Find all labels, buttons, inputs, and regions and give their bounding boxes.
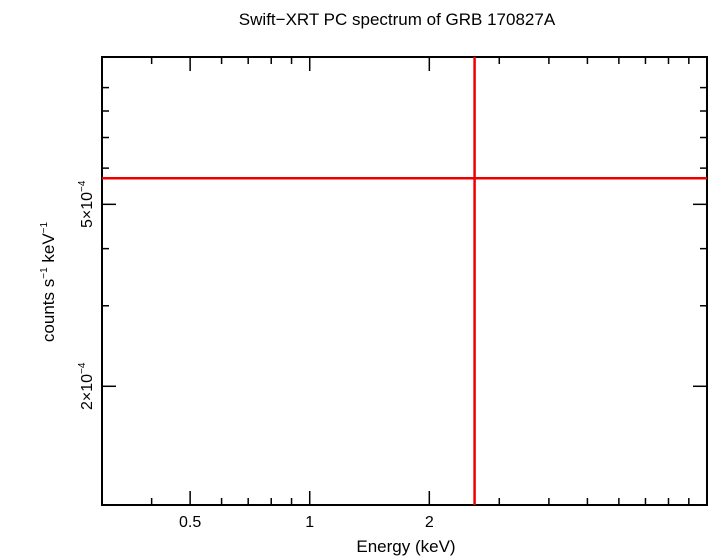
y-axis-label-mid: keV xyxy=(39,233,58,268)
y-axis-label: counts s−1 keV−1 xyxy=(39,221,58,342)
plot-area: 0.5 1 2 2×10−4 5×10−4 xyxy=(77,56,708,531)
x-axis-label: Energy (keV) xyxy=(356,537,455,556)
y-axis-label-exp2: −1 xyxy=(39,221,50,233)
y-tick-label: 2×10−4 xyxy=(77,362,96,410)
x-tick-label: 0.5 xyxy=(179,514,201,531)
x-tick-label: 1 xyxy=(305,514,314,531)
plot-frame xyxy=(101,56,708,506)
chart-title: Swift−XRT PC spectrum of GRB 170827A xyxy=(239,10,556,29)
x-tick-label: 2 xyxy=(425,514,434,531)
y-axis-label-base: counts s xyxy=(39,279,58,342)
y-axis-label-exp1: −1 xyxy=(39,267,50,279)
y-tick-label: 5×10−4 xyxy=(77,180,96,228)
